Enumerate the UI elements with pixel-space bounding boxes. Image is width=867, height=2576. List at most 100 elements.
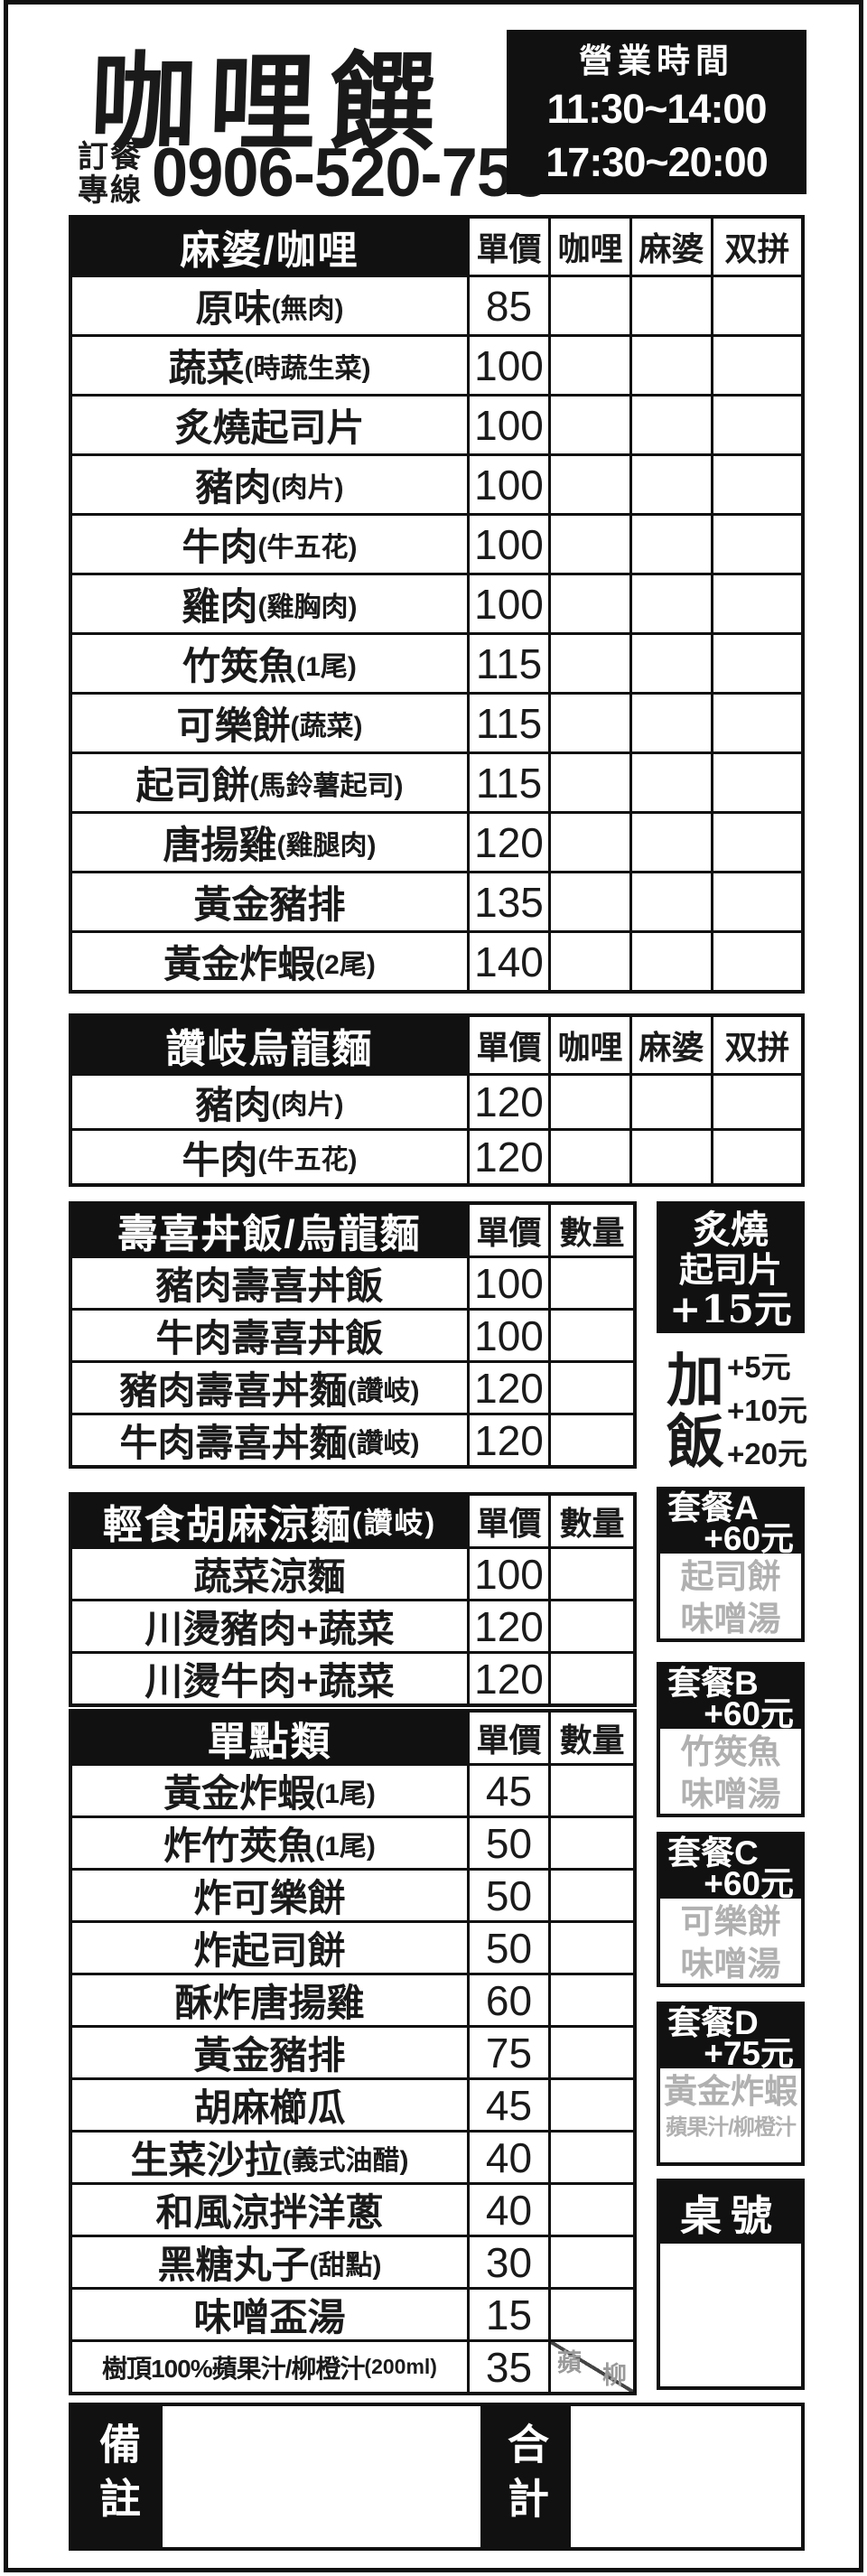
col-mapo: 麻婆 — [629, 219, 711, 275]
price: 100 — [467, 575, 548, 632]
order-cell-mapo[interactable] — [629, 873, 711, 930]
table-row: 唐揚雞 (雞腿肉) 120 — [72, 811, 801, 871]
order-cell-curry[interactable] — [548, 337, 629, 394]
order-cell-mapo[interactable] — [629, 635, 711, 692]
qty-cell[interactable] — [548, 1258, 633, 1308]
apple-abbrev: 蘋 — [557, 2349, 582, 2376]
order-cell-mapo[interactable] — [629, 277, 711, 334]
price: 40 — [467, 2133, 548, 2182]
order-cell-curry[interactable] — [548, 1131, 629, 1183]
order-cell-mapo[interactable] — [629, 814, 711, 871]
order-cell-mapo[interactable] — [629, 516, 711, 573]
table-row: 黃金豬排 135 — [72, 871, 801, 930]
order-cell-curry[interactable] — [548, 933, 629, 990]
order-cell-mapo[interactable] — [629, 575, 711, 632]
section-header: 壽喜丼飯/烏龍麵 單價 數量 — [72, 1205, 633, 1255]
table-row: 味噌盃湯 15 — [72, 2287, 633, 2339]
qty-cell[interactable] — [548, 1818, 633, 1868]
order-cell-combo[interactable] — [711, 397, 801, 453]
order-cell-mapo[interactable] — [629, 933, 711, 990]
order-cell-curry[interactable] — [548, 635, 629, 692]
order-cell-combo[interactable] — [711, 1076, 801, 1128]
combo-price: +60元 — [704, 1695, 794, 1732]
order-cell-curry[interactable] — [548, 277, 629, 334]
price: 100 — [467, 1258, 548, 1308]
qty-cell[interactable] — [548, 1601, 633, 1651]
order-cell-combo[interactable] — [711, 635, 801, 692]
notes-label: 備註 — [72, 2406, 163, 2547]
qty-cell[interactable] — [548, 1415, 633, 1465]
combo-price: +60元 — [704, 1520, 794, 1557]
qty-cell[interactable] — [548, 1766, 633, 1815]
combo-c-box: 套餐C +60元 可樂餅 味噌湯 — [657, 1832, 805, 1987]
qty-cell[interactable] — [548, 2133, 633, 2182]
col-curry: 咖哩 — [548, 1017, 629, 1073]
table-row: 可樂餅 (蔬菜) 115 — [72, 692, 801, 751]
table-number-area[interactable] — [660, 2244, 801, 2386]
price: 120 — [467, 1415, 548, 1465]
qty-cell[interactable] — [548, 2080, 633, 2130]
order-cell-combo[interactable] — [711, 814, 801, 871]
price: 120 — [467, 1601, 548, 1651]
qty-cell[interactable] — [548, 2290, 633, 2339]
section-title: 單點類 — [72, 1713, 467, 1763]
price: 120 — [467, 1076, 548, 1128]
order-cell-combo[interactable] — [711, 933, 801, 990]
price: 120 — [467, 1363, 548, 1413]
price: 45 — [467, 1766, 548, 1815]
order-cell-combo[interactable] — [711, 754, 801, 811]
order-cell-curry[interactable] — [548, 754, 629, 811]
order-cell-combo[interactable] — [711, 575, 801, 632]
table-row: 蔬菜涼麵 100 — [72, 1546, 633, 1599]
table-row: 豬肉壽喜丼飯 100 — [72, 1255, 633, 1308]
price: 50 — [467, 1923, 548, 1973]
order-cell-mapo[interactable] — [629, 456, 711, 513]
order-cell-curry[interactable] — [548, 516, 629, 573]
order-cell-combo[interactable] — [711, 337, 801, 394]
order-cell-curry[interactable] — [548, 1076, 629, 1128]
section-mapo-curry: 麻婆/咖哩 單價 咖哩 麻婆 双拼 原味 (無肉) 85 蔬菜 (時蔬生菜) 100… — [69, 215, 805, 994]
table-row: 胡麻櫛瓜 45 — [72, 2077, 633, 2130]
combo-d-box: 套餐D +75元 黃金炸蝦 蘋果汁/柳橙汁 — [657, 2002, 805, 2166]
total-area[interactable] — [571, 2406, 801, 2547]
order-cell-combo[interactable] — [711, 873, 801, 930]
price: 75 — [467, 2028, 548, 2077]
qty-cell[interactable] — [548, 1311, 633, 1360]
order-cell-mapo[interactable] — [629, 337, 711, 394]
qty-cell[interactable] — [548, 1363, 633, 1413]
qty-cell[interactable] — [548, 1975, 633, 2025]
qty-cell[interactable] — [548, 1654, 633, 1703]
qty-cell[interactable] — [548, 1549, 633, 1599]
order-cell-mapo[interactable] — [629, 754, 711, 811]
order-cell-mapo[interactable] — [629, 1076, 711, 1128]
combo-label: 套餐C — [667, 1834, 759, 1871]
order-cell-curry[interactable] — [548, 456, 629, 513]
order-cell-curry[interactable] — [548, 814, 629, 871]
table-number-label: 桌號 — [660, 2182, 801, 2244]
price: 100 — [467, 516, 548, 573]
order-cell-curry[interactable] — [548, 397, 629, 453]
order-cell-combo[interactable] — [711, 456, 801, 513]
qty-cell[interactable] — [548, 2185, 633, 2235]
order-cell-mapo[interactable] — [629, 695, 711, 751]
order-cell-curry[interactable] — [548, 695, 629, 751]
order-cell-curry[interactable] — [548, 575, 629, 632]
table-row: 原味 (無肉) 85 — [72, 275, 801, 334]
table-row: 炙燒起司片 100 — [72, 394, 801, 453]
order-cell-combo[interactable] — [711, 695, 801, 751]
qty-cell[interactable] — [548, 2237, 633, 2287]
qty-cell[interactable] — [548, 1923, 633, 1973]
qty-cell[interactable] — [548, 1871, 633, 1920]
table-row: 生菜沙拉 (義式油醋) 40 — [72, 2130, 633, 2182]
order-cell-combo[interactable] — [711, 516, 801, 573]
notes-area[interactable] — [163, 2406, 480, 2547]
order-cell-mapo[interactable] — [629, 1131, 711, 1183]
col-combo: 双拼 — [711, 1017, 801, 1073]
order-cell-combo[interactable] — [711, 277, 801, 334]
qty-cell-apple-orange[interactable]: 蘋 柳 — [548, 2342, 633, 2392]
order-cell-combo[interactable] — [711, 1131, 801, 1183]
order-cell-mapo[interactable] — [629, 397, 711, 453]
table-row: 炸起司餅 50 — [72, 1920, 633, 1973]
qty-cell[interactable] — [548, 2028, 633, 2077]
order-cell-curry[interactable] — [548, 873, 629, 930]
